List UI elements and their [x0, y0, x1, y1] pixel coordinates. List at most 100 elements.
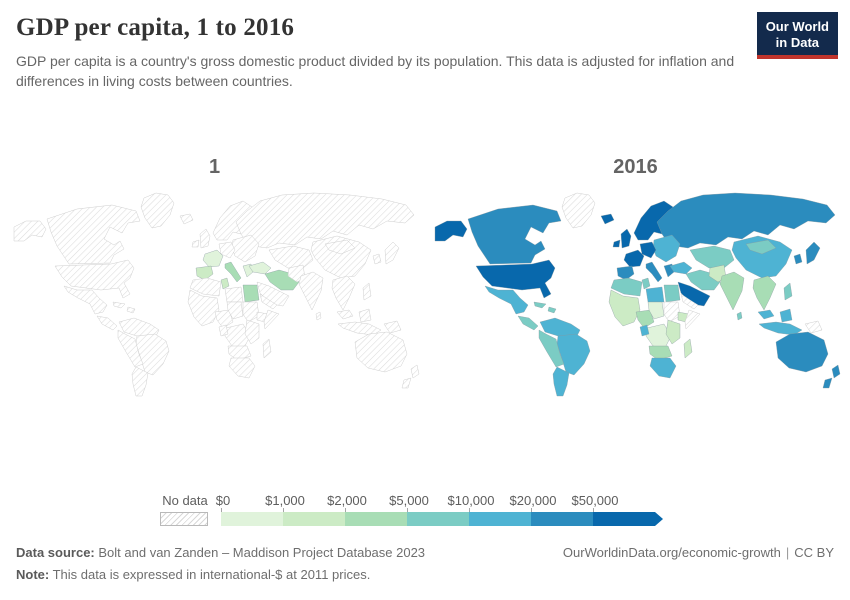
legend-no-data-swatch[interactable] [160, 512, 208, 526]
region-ireland[interactable] [612, 239, 621, 248]
region-brazil[interactable] [556, 333, 591, 376]
region-argentina-chile[interactable] [552, 366, 570, 397]
region-southern-africa[interactable] [649, 357, 677, 379]
region-argentina-chile[interactable] [131, 366, 149, 397]
legend-color-segment[interactable] [345, 512, 407, 526]
region-madagascar[interactable] [683, 338, 693, 359]
region-new-zealand[interactable] [822, 364, 841, 389]
legend-color-segment[interactable] [469, 512, 531, 526]
region-png[interactable] [383, 320, 402, 334]
region-australia[interactable] [775, 331, 829, 373]
region-nigeria[interactable] [635, 309, 655, 329]
region-saudi[interactable] [256, 281, 290, 307]
region-libya[interactable] [224, 286, 244, 303]
region-italy[interactable] [645, 261, 663, 283]
region-somalia[interactable] [263, 309, 280, 330]
region-libya[interactable] [645, 286, 665, 303]
region-png[interactable] [804, 320, 823, 334]
region-iceland[interactable] [179, 213, 194, 225]
region-peru-bolivia[interactable] [117, 329, 144, 368]
region-sudan[interactable] [663, 301, 681, 323]
legend-color-segment[interactable] [407, 512, 469, 526]
region-east-africa[interactable] [244, 319, 260, 345]
region-chad[interactable] [647, 301, 665, 320]
region-mexico[interactable] [484, 285, 529, 315]
region-tunisia[interactable] [220, 277, 230, 290]
region-france[interactable] [202, 249, 224, 268]
region-malaysia[interactable] [757, 309, 775, 320]
region-france[interactable] [623, 249, 645, 268]
region-india[interactable] [298, 271, 324, 311]
region-morocco-algeria[interactable] [610, 277, 643, 297]
region-yemen[interactable] [259, 293, 278, 310]
region-india[interactable] [719, 271, 745, 311]
region-canada[interactable] [46, 204, 141, 265]
region-iberia[interactable] [616, 265, 635, 281]
region-nigeria[interactable] [214, 309, 234, 329]
region-mexico[interactable] [63, 285, 108, 315]
region-yemen[interactable] [680, 293, 699, 310]
owid-url-link[interactable]: OurWorldinData.org/economic-growth [562, 545, 781, 560]
region-japan[interactable] [805, 241, 821, 265]
region-tunisia[interactable] [641, 277, 651, 290]
region-italy[interactable] [224, 261, 242, 283]
region-philippines[interactable] [362, 282, 372, 301]
region-central-asia[interactable] [689, 245, 735, 269]
region-malaysia[interactable] [336, 309, 354, 320]
region-sa-north[interactable] [118, 317, 160, 339]
region-japan[interactable] [384, 241, 400, 265]
region-greenland[interactable] [140, 192, 175, 229]
region-central-asia[interactable] [268, 245, 314, 269]
region-indonesia[interactable] [337, 308, 382, 336]
region-turkey[interactable] [669, 261, 693, 275]
region-chad[interactable] [226, 301, 244, 320]
region-ireland[interactable] [191, 239, 200, 248]
region-korea[interactable] [372, 253, 382, 265]
region-germany[interactable] [218, 241, 236, 259]
region-gabon[interactable] [218, 324, 229, 337]
region-sa-north[interactable] [539, 317, 581, 339]
region-se-asia[interactable] [331, 275, 356, 311]
legend-color-segment[interactable] [593, 512, 655, 526]
region-alaska[interactable] [13, 220, 47, 242]
region-iceland[interactable] [600, 213, 615, 225]
region-alaska[interactable] [434, 220, 468, 242]
region-peru-bolivia[interactable] [538, 329, 565, 368]
region-west-africa[interactable] [187, 289, 220, 327]
region-southern-africa[interactable] [228, 357, 256, 379]
region-west-africa[interactable] [608, 289, 641, 327]
region-uk[interactable] [199, 228, 211, 249]
region-sudan[interactable] [242, 301, 260, 323]
region-morocco-algeria[interactable] [189, 277, 222, 297]
region-east-africa[interactable] [665, 319, 681, 345]
owid-logo[interactable]: Our World in Data [756, 12, 838, 60]
region-china[interactable] [731, 235, 793, 279]
region-somalia[interactable] [684, 309, 701, 330]
region-philippines[interactable] [783, 282, 793, 301]
region-central-america[interactable] [96, 315, 118, 331]
region-indonesia[interactable] [758, 308, 803, 336]
region-egypt[interactable] [663, 284, 681, 303]
region-australia[interactable] [354, 331, 408, 373]
region-madagascar[interactable] [262, 338, 272, 359]
region-greenland[interactable] [561, 192, 596, 229]
region-mongolia[interactable] [745, 239, 777, 255]
region-se-asia[interactable] [752, 275, 777, 311]
legend-color-segment[interactable] [531, 512, 593, 526]
region-brazil[interactable] [135, 333, 170, 376]
region-russia[interactable] [656, 192, 836, 249]
region-saudi[interactable] [677, 281, 711, 307]
region-canada[interactable] [467, 204, 562, 265]
region-central-america[interactable] [517, 315, 539, 331]
legend-color-segment[interactable] [283, 512, 345, 526]
region-iberia[interactable] [195, 265, 214, 281]
region-uk[interactable] [620, 228, 632, 249]
region-usa[interactable] [54, 259, 135, 299]
region-germany[interactable] [639, 241, 657, 259]
region-usa[interactable] [475, 259, 556, 299]
region-egypt[interactable] [242, 284, 260, 303]
region-mongolia[interactable] [324, 239, 356, 255]
region-russia[interactable] [235, 192, 415, 249]
region-new-zealand[interactable] [401, 364, 420, 389]
region-caribbean[interactable] [112, 301, 136, 314]
